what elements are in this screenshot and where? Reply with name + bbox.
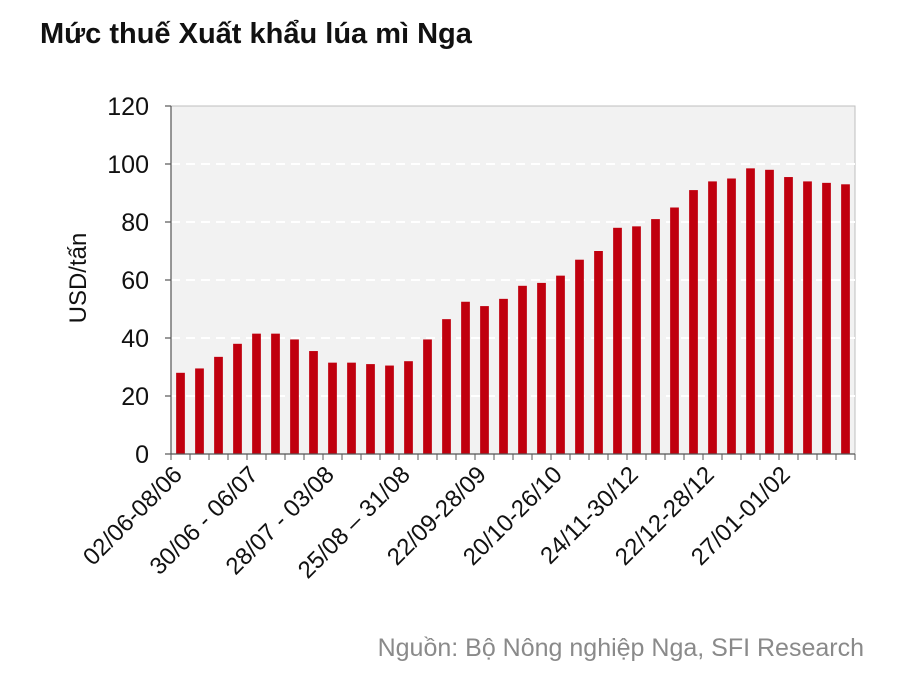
bar <box>442 319 451 454</box>
bar <box>423 339 432 454</box>
bar <box>784 177 793 455</box>
bar <box>366 364 375 454</box>
gridlines <box>171 163 855 397</box>
bar <box>613 227 622 454</box>
y-tick-labels: 0 20 40 60 80 100 120 <box>107 93 149 469</box>
bar <box>746 168 755 454</box>
bar <box>822 182 831 454</box>
source-note: Nguồn: Bộ Nông nghiệp Nga, SFI Research <box>377 634 864 662</box>
y-axis-label: USD/tấn <box>65 233 92 324</box>
bar <box>195 368 204 454</box>
bars <box>176 168 850 455</box>
y-tick-label: 100 <box>107 151 149 179</box>
bar <box>385 365 394 454</box>
y-tick-label: 120 <box>107 93 149 121</box>
bar <box>765 169 774 455</box>
bar <box>537 282 546 454</box>
bar <box>499 298 508 454</box>
bar <box>176 372 185 454</box>
bar <box>708 181 717 454</box>
bar <box>841 184 850 455</box>
bar <box>670 207 679 454</box>
bar <box>404 361 413 454</box>
y-tick-label: 60 <box>121 267 149 295</box>
bar <box>632 226 641 454</box>
y-tick-label: 40 <box>121 325 149 353</box>
y-tick-label: 20 <box>121 383 149 411</box>
y-tick-label: 80 <box>121 209 149 237</box>
bar <box>556 275 565 454</box>
bar <box>803 181 812 454</box>
bar <box>214 356 223 454</box>
bar <box>252 333 261 454</box>
y-tick-label: 0 <box>135 441 149 469</box>
bar <box>651 219 660 454</box>
axes <box>165 105 856 460</box>
bar <box>727 178 736 454</box>
bar <box>461 301 470 454</box>
bar <box>575 259 584 454</box>
bar <box>518 285 527 454</box>
bar <box>689 190 698 454</box>
bar <box>594 251 603 454</box>
bar <box>233 343 242 454</box>
bar <box>309 351 318 454</box>
bar <box>347 362 356 454</box>
bar <box>290 339 299 454</box>
chart-title: Mức thuế Xuất khẩu lúa mì Nga <box>40 18 472 50</box>
bar <box>271 333 280 454</box>
bar <box>480 306 489 454</box>
bar <box>328 362 337 454</box>
